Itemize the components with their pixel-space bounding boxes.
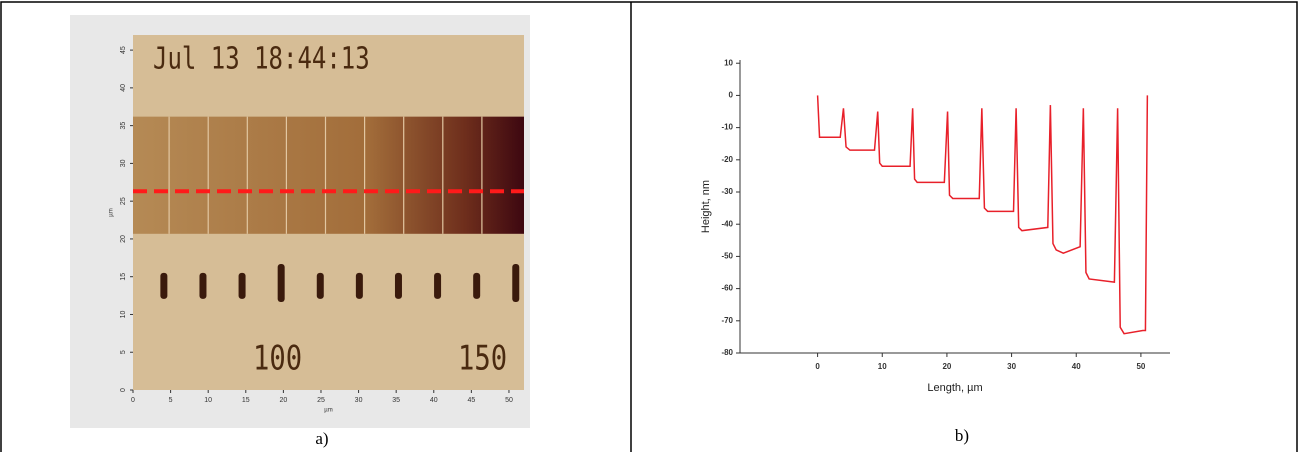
x-tick-label: 20: [942, 362, 951, 371]
x-tick-label: 5: [169, 397, 173, 404]
mark: [238, 272, 246, 299]
y-axis-label: Height, nm: [700, 180, 712, 233]
caption: b): [955, 426, 969, 445]
x-tick-label: 10: [878, 362, 887, 371]
y-tick-label: 0: [120, 388, 127, 392]
y-tick-label: 10: [724, 58, 733, 67]
y-tick-label: 35: [120, 122, 127, 130]
x-tick-label: 0: [815, 362, 820, 371]
etched-band: [133, 116, 524, 234]
mark: [355, 272, 363, 299]
x-tick-label: 50: [1136, 362, 1145, 371]
y-tick-label: -50: [721, 252, 733, 261]
y-tick-label: -40: [721, 219, 733, 228]
x-tick-label: 50: [505, 397, 513, 404]
mark: [199, 272, 207, 299]
mark: [394, 272, 402, 299]
mark: [160, 272, 168, 299]
mark: [277, 263, 285, 302]
x-tick-label: 25: [317, 397, 325, 404]
y-tick-label: -10: [721, 123, 733, 132]
annotation: 100: [253, 338, 302, 378]
y-tick-label: -80: [721, 348, 733, 357]
y-tick-label: 40: [120, 84, 127, 92]
mark: [316, 272, 324, 299]
x-tick-label: 40: [430, 397, 438, 404]
y-axis-label: µm: [109, 208, 115, 216]
y-tick-label: 15: [120, 273, 127, 281]
y-tick-label: 20: [120, 235, 127, 243]
x-tick-label: 30: [1007, 362, 1016, 371]
mark: [473, 272, 481, 299]
mark: [512, 263, 520, 302]
x-tick-label: 30: [355, 397, 363, 404]
y-tick-label: 10: [120, 310, 127, 318]
x-axis-label: Length, µm: [927, 382, 982, 394]
x-tick-label: 40: [1072, 362, 1081, 371]
y-tick-label: 30: [120, 159, 127, 167]
data-line: [816, 95, 1149, 335]
x-tick-label: 45: [467, 397, 475, 404]
y-tick-label: 25: [120, 197, 127, 205]
y-tick-label: -70: [721, 316, 733, 325]
x-tick-label: 15: [242, 397, 250, 404]
caption: a): [315, 429, 328, 448]
y-tick-label: -30: [721, 187, 733, 196]
x-axis-label: µm: [324, 408, 332, 414]
y-tick-label: 0: [729, 91, 734, 100]
mark: [434, 272, 442, 299]
x-tick-label: 10: [204, 397, 212, 404]
y-tick-label: 45: [120, 46, 127, 54]
y-tick-label: 5: [120, 350, 127, 354]
y-tick-label: -20: [721, 155, 733, 164]
x-tick-label: 35: [392, 397, 400, 404]
annotation: 150: [458, 338, 507, 378]
y-tick-label: -60: [721, 284, 733, 293]
x-tick-label: 0: [131, 397, 135, 404]
annotation: Jul 13 18:44:13: [153, 42, 370, 76]
x-tick-label: 20: [279, 397, 287, 404]
